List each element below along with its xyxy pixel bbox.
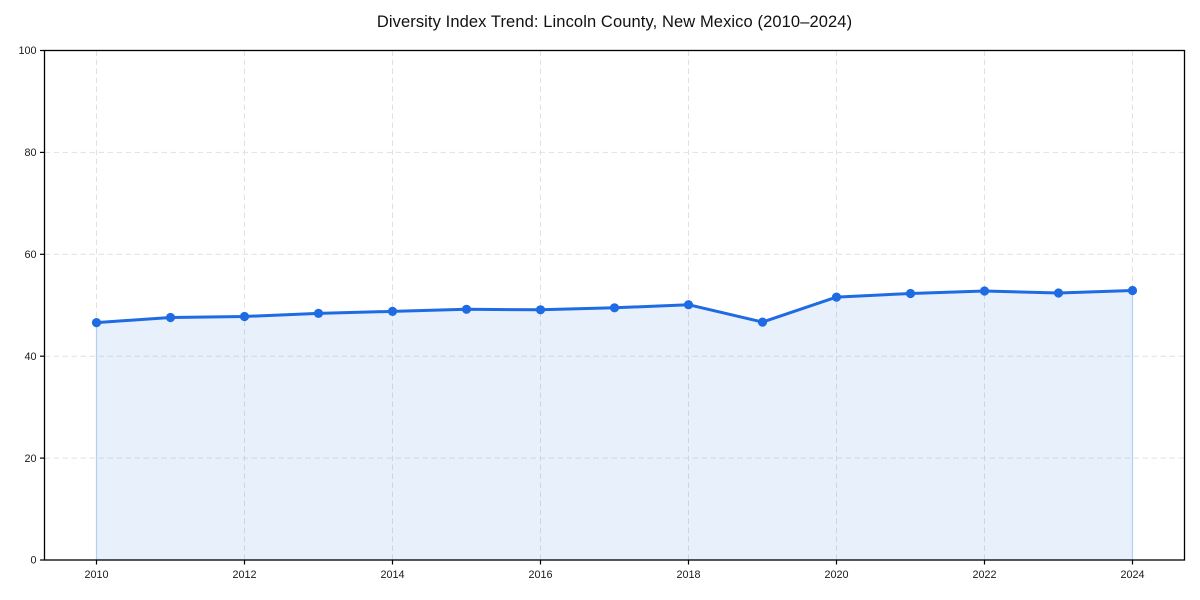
y-tick-label: 0 <box>30 555 36 567</box>
data-point <box>1127 285 1138 296</box>
area-fill <box>95 289 1134 561</box>
y-tick-label: 100 <box>18 45 36 57</box>
y-tick-label: 20 <box>24 453 36 465</box>
x-tick-label: 2012 <box>232 569 256 581</box>
x-tick-label: 2010 <box>84 569 108 581</box>
y-tick-label: 60 <box>24 249 36 261</box>
data-point <box>757 317 768 327</box>
data-point <box>979 286 990 296</box>
y-tick-label: 40 <box>24 351 36 363</box>
y-tick-label: 80 <box>24 147 36 159</box>
x-tick-label: 2022 <box>972 569 996 581</box>
x-tick-label: 2016 <box>528 569 552 581</box>
data-point <box>165 312 176 323</box>
x-tick-label: 2018 <box>676 569 700 581</box>
data-point <box>313 308 324 318</box>
data-point <box>905 288 916 299</box>
data-point <box>91 318 102 328</box>
data-point <box>609 303 620 313</box>
data-point <box>535 305 546 315</box>
x-tick-label: 2020 <box>824 569 848 581</box>
data-point <box>831 292 842 302</box>
chart-title: Diversity Index Trend: Lincoln County, N… <box>376 13 853 31</box>
data-point <box>461 304 472 314</box>
data-point <box>683 300 694 310</box>
plot-border <box>43 49 1186 561</box>
x-tick-label: 2014 <box>380 569 404 581</box>
x-tick-label: 2024 <box>1120 569 1144 581</box>
data-point <box>387 306 398 316</box>
data-point <box>239 311 250 322</box>
data-point <box>1053 288 1064 298</box>
